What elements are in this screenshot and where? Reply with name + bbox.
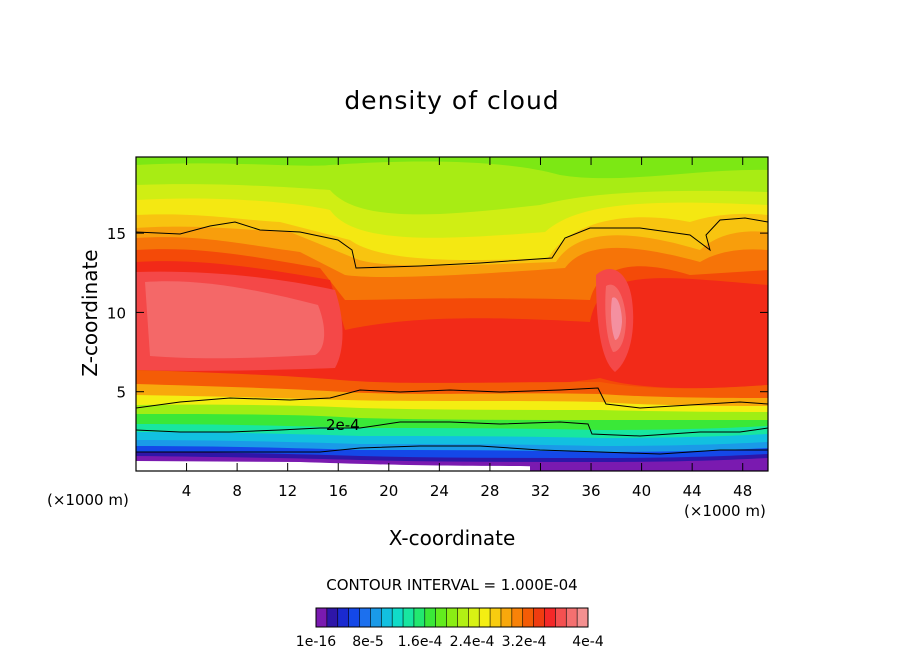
colorbar-swatch (457, 608, 469, 627)
y-tick-label: 15 (107, 225, 126, 243)
colorbar-frame (315, 607, 589, 628)
colorbar-swatch (490, 608, 502, 627)
colorbar-swatch (413, 608, 426, 627)
colorbar-swatch (555, 608, 567, 627)
colorbar-swatch (566, 608, 578, 627)
x-tick-label: 48 (733, 482, 752, 500)
colorbar-swatch (577, 608, 589, 627)
x-tick-label: 44 (683, 482, 702, 500)
x-tick-label: 32 (531, 482, 550, 500)
x-tick-label: 16 (329, 482, 348, 500)
colorbar-label: 1e-16 (296, 634, 336, 650)
contour-lines (136, 217, 768, 455)
y-tick-label: 10 (107, 304, 126, 322)
x-unit-label-right: (×1000 m) (684, 502, 766, 520)
contour-field (136, 157, 768, 471)
colorbar-swatch (359, 608, 371, 627)
y-tick-label: 5 (116, 384, 126, 402)
colorbar-swatch (381, 608, 393, 627)
colorbar-label: 4e-4 (572, 634, 604, 650)
colorbar-swatch (544, 608, 556, 627)
colorbar-swatch (500, 608, 513, 627)
colorbar-swatch (392, 608, 404, 627)
chart-title: density of cloud (344, 86, 560, 115)
colorbar-swatch (370, 608, 382, 627)
x-tick-label: 36 (581, 482, 600, 500)
x-tick-label: 28 (480, 482, 499, 500)
colorbar-swatch (348, 608, 360, 627)
colorbar-swatch (468, 608, 480, 627)
contour-interval-text: CONTOUR INTERVAL = 1.000E-04 (326, 576, 578, 594)
x-axis-label: X-coordinate (388, 526, 516, 550)
colorbar-label: 1.6e-4 (398, 634, 443, 650)
x-tick-label: 24 (430, 482, 449, 500)
colorbar-swatch (403, 608, 415, 627)
plot-frame (135, 156, 769, 472)
colorbar-swatch (337, 608, 350, 627)
colorbar-label: 2.4e-4 (450, 634, 495, 650)
x-unit-label-left: (×1000 m) (47, 491, 129, 509)
colorbar-swatch (446, 608, 458, 627)
colorbar-swatch (316, 608, 328, 627)
colorbar-label: 3.2e-4 (502, 634, 547, 650)
contour-annotation: 2e-4 (326, 416, 360, 434)
colorbar-swatch (479, 608, 491, 627)
colorbar-swatch (435, 608, 447, 627)
x-tick-label: 40 (632, 482, 651, 500)
colorbar-swatch (533, 608, 545, 627)
colorbar-swatch (326, 608, 339, 627)
colorbar-swatch (511, 608, 524, 627)
colorbar-label: 8e-5 (352, 634, 383, 650)
colorbar-swatch (424, 608, 437, 627)
x-tick-label: 12 (278, 482, 297, 500)
x-tick-label: 20 (379, 482, 398, 500)
x-tick-label: 8 (232, 482, 242, 500)
x-tick-label: 4 (182, 482, 192, 500)
colorbar-swatch (522, 608, 534, 627)
